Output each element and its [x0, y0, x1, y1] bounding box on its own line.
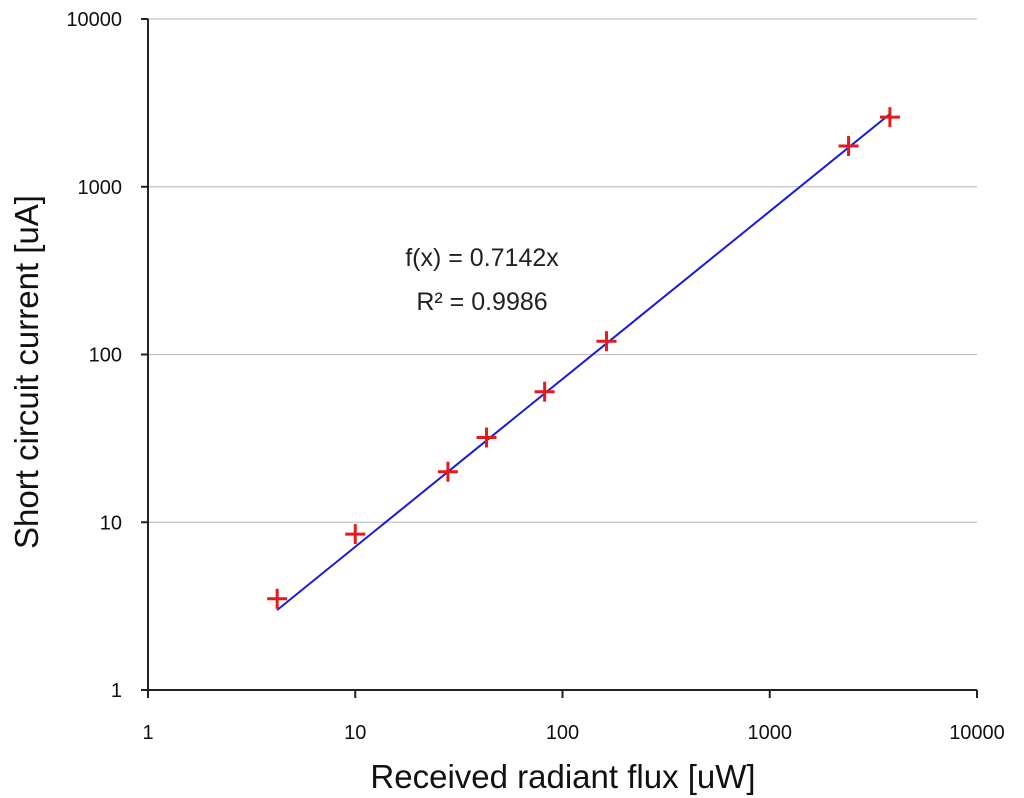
y-tick-label: 1000	[78, 177, 123, 199]
data-point	[596, 331, 617, 352]
x-tick-label: 1	[142, 722, 153, 744]
y-tick-label: 10000	[66, 9, 122, 31]
x-tick-label: 100	[546, 722, 579, 744]
x-tick-label: 10000	[949, 722, 1005, 744]
data-point	[879, 107, 900, 128]
data-point	[267, 588, 288, 609]
data-point	[534, 381, 555, 402]
y-axis-title: Short circuit current [uA]	[8, 195, 45, 549]
data-points	[267, 107, 900, 609]
x-tick-label: 1000	[748, 722, 793, 744]
data-point	[838, 135, 859, 156]
ticks: 1 10 100 1000 10000 1 10 100 1000 10000	[66, 9, 1004, 744]
trendline	[276, 113, 891, 611]
y-tick-label: 1	[111, 680, 122, 702]
data-point	[437, 461, 458, 482]
x-tick-label: 10	[344, 722, 366, 744]
x-axis-title: Received radiant flux [uW]	[370, 758, 755, 795]
y-tick-label: 10	[100, 512, 122, 534]
data-point	[476, 427, 497, 448]
data-point	[345, 524, 366, 545]
trendline-path	[276, 113, 891, 611]
annotation-r-squared: R² = 0.9986	[416, 288, 547, 316]
y-tick-label: 100	[89, 345, 122, 367]
gridlines	[148, 18, 977, 523]
annotation-equation: f(x) = 0.7142x	[405, 244, 559, 272]
